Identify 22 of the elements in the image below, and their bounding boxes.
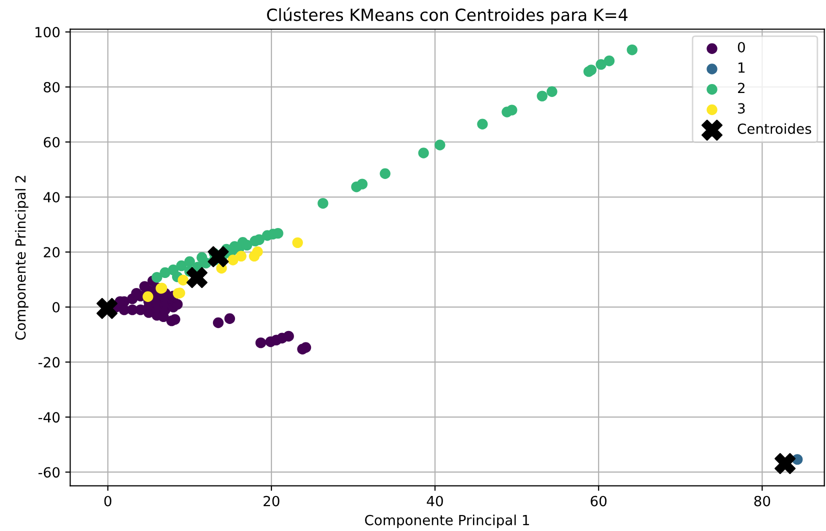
y-tick-label: -20 (38, 357, 60, 368)
y-tick-label: 0 (52, 302, 60, 313)
chart-title: Clústeres KMeans con Centroides para K=4 (267, 8, 628, 24)
legend-label: Centroides (738, 123, 812, 134)
legend-label: 1 (738, 62, 745, 73)
x-tick-label: 40 (426, 496, 443, 506)
y-tick-label: 40 (43, 192, 60, 202)
y-tick-label: 60 (44, 136, 60, 148)
y-tick-label: 80 (44, 82, 60, 92)
legend-label: 2 (738, 82, 744, 94)
y-tick-label: -40 (38, 412, 60, 423)
x-tick-label: 0 (104, 496, 112, 506)
y-axis-title: Componente Principal 2 (14, 176, 28, 340)
legend-label: 0 (738, 42, 745, 52)
x-axis-title: Componente Principal 1 (365, 514, 530, 528)
y-tick-label: -60 (38, 467, 60, 478)
y-tick-label: 20 (44, 247, 60, 258)
y-tick-label: 100 (36, 26, 60, 38)
x-tick-label: 60 (590, 496, 607, 506)
legend-label: 3 (738, 103, 745, 114)
x-tick-label: 20 (264, 496, 280, 506)
x-tick-label: 80 (754, 496, 770, 506)
